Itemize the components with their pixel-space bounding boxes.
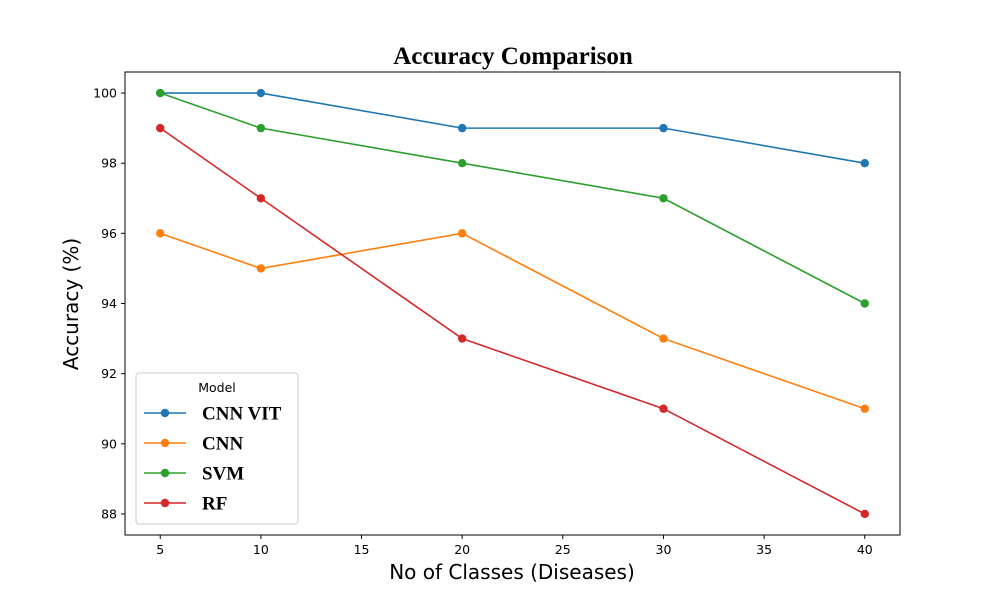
- x-axis-label: No of Classes (Diseases): [389, 560, 635, 584]
- series-line-cnn-vit: [160, 92, 865, 164]
- x-tick-label: 10: [253, 542, 269, 557]
- y-tick-label: 100: [93, 86, 117, 101]
- series-line-svm: [159, 92, 866, 305]
- legend-title: Model: [198, 380, 236, 395]
- x-tick-label: 5: [156, 542, 164, 557]
- data-point-svm: [156, 88, 165, 98]
- data-point-cnn-vit: [256, 88, 266, 98]
- series-svm: [156, 88, 869, 308]
- data-point-rf: [659, 404, 668, 413]
- y-axis: 88 90 92 94 96 98 100: [93, 86, 125, 521]
- x-tick-label: 15: [354, 542, 370, 557]
- legend-label: RF: [202, 494, 227, 515]
- data-point-rf: [457, 334, 467, 343]
- legend-marker: [160, 408, 170, 418]
- series-rf: [156, 123, 869, 519]
- y-tick-label: 92: [101, 366, 117, 381]
- data-point-rf: [860, 509, 869, 519]
- data-point-cnn: [659, 334, 668, 343]
- data-point-cnn: [256, 264, 266, 273]
- data-point-svm: [457, 158, 467, 168]
- legend-item-cnn-vit: CNN VIT: [144, 404, 282, 425]
- legend-label: CNN: [202, 434, 243, 455]
- legend-marker: [160, 438, 170, 448]
- x-tick-label: 35: [756, 542, 772, 557]
- legend-box: [135, 372, 299, 525]
- data-point-cnn: [457, 229, 467, 238]
- legend: Model CNN VIT CNN SVM RF: [135, 372, 299, 525]
- legend-marker: [160, 468, 170, 478]
- y-tick-label: 96: [101, 226, 117, 241]
- x-tick-label: 30: [656, 542, 672, 557]
- data-point-svm: [256, 123, 266, 133]
- legend-item-rf: RF: [144, 494, 227, 515]
- legend-item-cnn: CNN: [144, 434, 243, 455]
- data-point-cnn-vit: [457, 123, 467, 133]
- y-axis-label: Accuracy (%): [59, 238, 83, 370]
- data-point-rf: [256, 194, 266, 203]
- plot-area: [156, 88, 869, 519]
- legend-item-svm: SVM: [144, 464, 244, 485]
- y-tick-label: 98: [101, 156, 117, 171]
- data-point-cnn-vit: [860, 158, 869, 168]
- legend-label: SVM: [202, 464, 244, 485]
- x-tick-label: 20: [454, 542, 470, 557]
- y-tick-label: 94: [101, 296, 117, 311]
- y-tick-label: 90: [101, 436, 117, 451]
- data-point-cnn: [156, 229, 165, 238]
- legend-marker: [160, 498, 170, 508]
- x-axis: 5 10 15 20 25 30 35 40: [156, 535, 873, 557]
- data-point-cnn-vit: [659, 123, 668, 133]
- series-cnn: [156, 229, 869, 413]
- chart-title: Accuracy Comparison: [393, 43, 633, 70]
- data-point-rf: [156, 123, 165, 133]
- y-tick-label: 88: [101, 506, 117, 521]
- legend-label: CNN VIT: [202, 404, 282, 425]
- data-point-svm: [659, 194, 668, 203]
- x-tick-label: 40: [857, 542, 873, 557]
- data-point-cnn: [860, 404, 869, 413]
- x-tick-label: 25: [555, 542, 571, 557]
- data-point-svm: [860, 299, 869, 308]
